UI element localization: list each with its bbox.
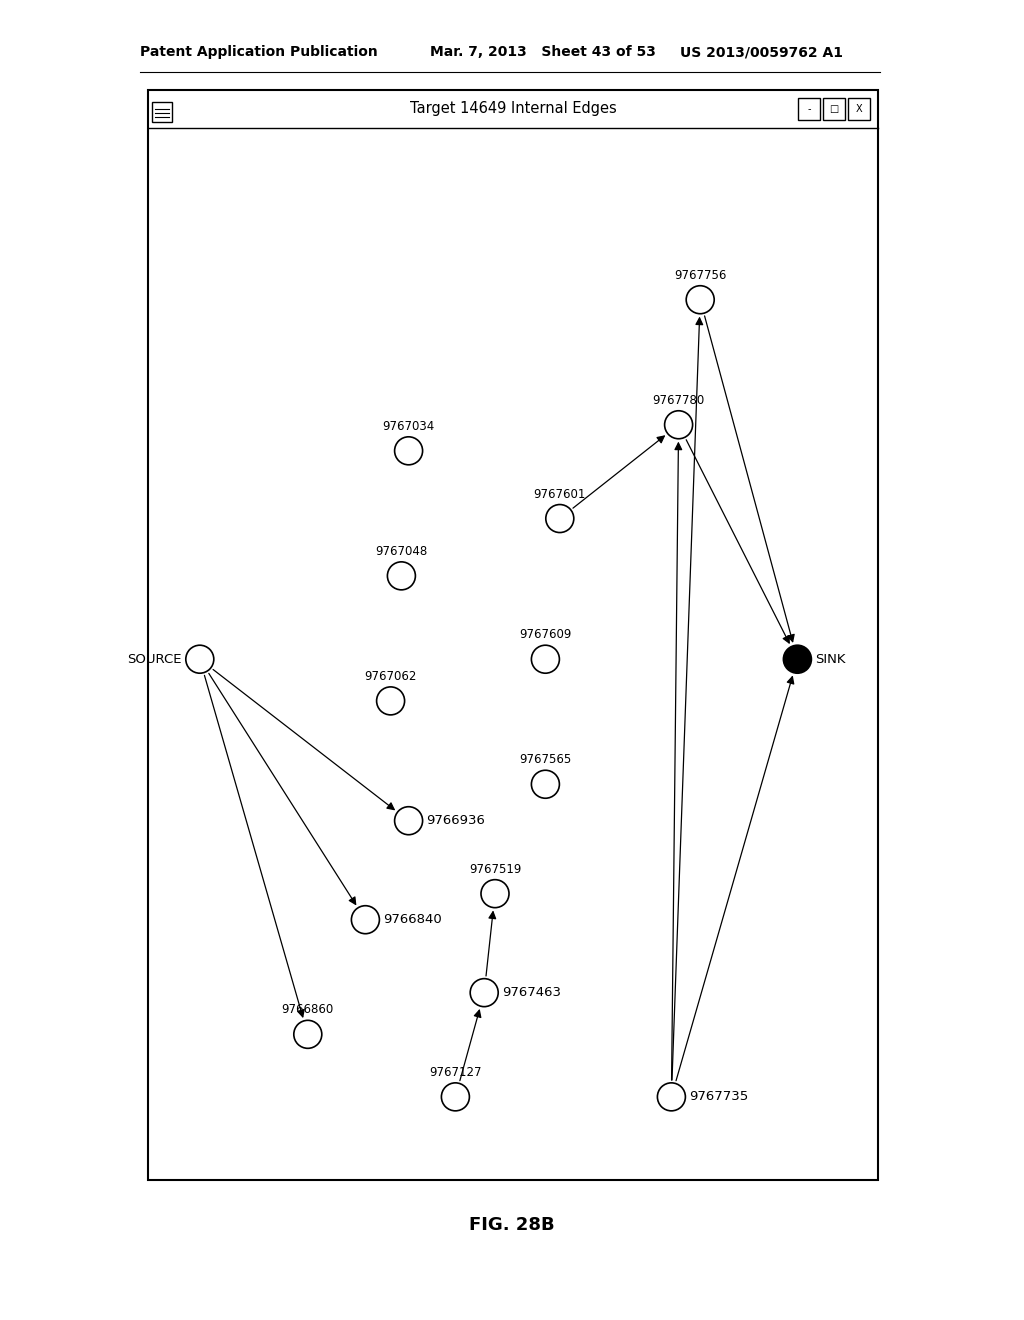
Text: 9766860: 9766860	[282, 1003, 334, 1016]
Bar	[798, 98, 820, 120]
Circle shape	[657, 1082, 685, 1111]
Bar	[848, 98, 870, 120]
Text: 9767034: 9767034	[383, 420, 435, 433]
Bar	[152, 102, 172, 121]
Text: □: □	[829, 104, 839, 114]
Bar	[823, 98, 845, 120]
Text: SINK: SINK	[815, 652, 846, 665]
Text: 9766936: 9766936	[427, 814, 485, 828]
Text: 9767048: 9767048	[375, 545, 428, 558]
Text: 9767519: 9767519	[469, 863, 521, 875]
Text: 9767780: 9767780	[652, 393, 705, 407]
Circle shape	[351, 906, 380, 933]
Text: 9767735: 9767735	[689, 1090, 749, 1104]
Text: 9767601: 9767601	[534, 487, 586, 500]
Text: Mar. 7, 2013   Sheet 43 of 53: Mar. 7, 2013 Sheet 43 of 53	[430, 45, 656, 59]
Circle shape	[387, 562, 416, 590]
Circle shape	[377, 686, 404, 715]
Text: FIG. 28B: FIG. 28B	[469, 1216, 555, 1234]
Text: Target 14649 Internal Edges: Target 14649 Internal Edges	[410, 102, 616, 116]
Circle shape	[783, 645, 811, 673]
Text: -: -	[807, 104, 811, 114]
Text: 9767565: 9767565	[519, 754, 571, 766]
Text: 9767756: 9767756	[674, 269, 726, 281]
Text: 9767463: 9767463	[502, 986, 561, 999]
Circle shape	[531, 771, 559, 799]
Text: 9767062: 9767062	[365, 669, 417, 682]
Circle shape	[441, 1082, 469, 1111]
Text: X: X	[856, 104, 862, 114]
Bar	[148, 90, 878, 1180]
Circle shape	[185, 645, 214, 673]
Circle shape	[546, 504, 573, 532]
Text: US 2013/0059762 A1: US 2013/0059762 A1	[680, 45, 843, 59]
Circle shape	[294, 1020, 322, 1048]
Text: 9766840: 9766840	[383, 913, 442, 927]
Circle shape	[686, 285, 714, 314]
Circle shape	[470, 978, 499, 1007]
Circle shape	[394, 437, 423, 465]
Text: Patent Application Publication: Patent Application Publication	[140, 45, 378, 59]
Text: 9767609: 9767609	[519, 628, 571, 642]
Circle shape	[481, 879, 509, 908]
Circle shape	[531, 645, 559, 673]
Text: 9767127: 9767127	[429, 1065, 481, 1078]
Text: SOURCE: SOURCE	[127, 652, 182, 665]
Circle shape	[665, 411, 692, 438]
Circle shape	[394, 807, 423, 834]
